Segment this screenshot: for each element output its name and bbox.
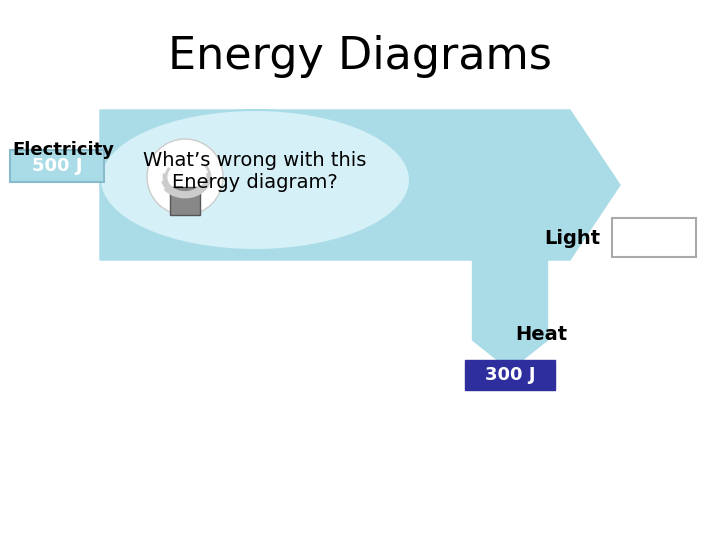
FancyArrow shape bbox=[472, 260, 547, 370]
Text: 300 J: 300 J bbox=[485, 366, 535, 384]
FancyBboxPatch shape bbox=[465, 360, 555, 390]
FancyBboxPatch shape bbox=[10, 150, 104, 182]
Circle shape bbox=[147, 139, 223, 215]
Text: 500 J: 500 J bbox=[32, 157, 82, 175]
Text: Energy Diagrams: Energy Diagrams bbox=[168, 35, 552, 78]
FancyArrow shape bbox=[100, 110, 620, 260]
Text: What’s wrong with this
Energy diagram?: What’s wrong with this Energy diagram? bbox=[143, 152, 366, 192]
FancyBboxPatch shape bbox=[170, 187, 200, 215]
Text: Electricity: Electricity bbox=[12, 141, 114, 159]
FancyBboxPatch shape bbox=[612, 218, 696, 257]
Ellipse shape bbox=[100, 110, 410, 250]
Text: Heat: Heat bbox=[515, 326, 567, 345]
Text: Light: Light bbox=[544, 228, 600, 247]
